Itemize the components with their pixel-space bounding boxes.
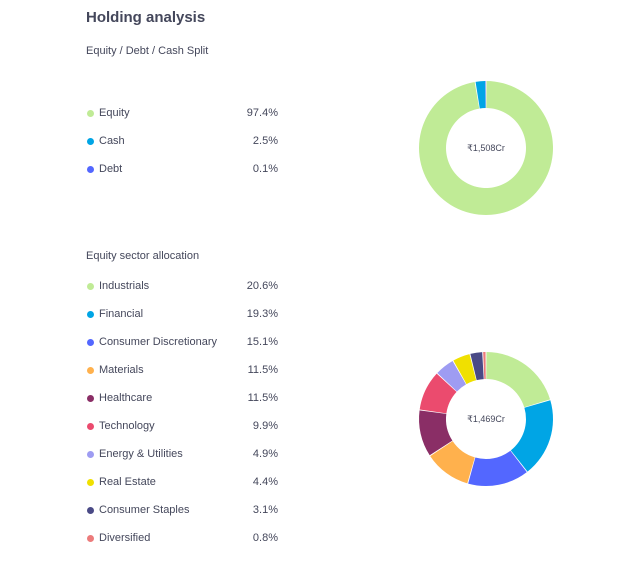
sector-donut-chart: ₹1,469Cr (419, 352, 553, 486)
legend-item-materials: Materials 11.5% (86, 356, 278, 384)
healthcare-color-dot (87, 394, 94, 402)
legend-item-healthcare: Healthcare 11.5% (86, 384, 278, 412)
donut-slice-financial (510, 400, 553, 472)
split-donut-chart: ₹1,508Cr (419, 81, 553, 215)
technology-color-dot (87, 422, 94, 430)
legend-value: 3.1% (252, 504, 278, 516)
split-subtitle: Equity / Debt / Cash Split (86, 45, 209, 57)
donut-slice-consumer-staples (470, 352, 484, 381)
donut-slice-cash (475, 81, 486, 109)
cash-color-dot (87, 137, 94, 145)
real-estate-color-dot (87, 478, 94, 486)
legend-label: Equity (99, 107, 130, 119)
donut-slice-diversified (483, 352, 486, 380)
consumer-staples-color-dot (87, 506, 94, 514)
legend-label: Consumer Staples (99, 504, 190, 516)
legend-label: Materials (99, 364, 144, 376)
legend-item-debt: Debt 0.1% (86, 155, 278, 183)
legend-label: Cash (99, 135, 125, 147)
legend-value: 11.5% (247, 364, 278, 376)
sector-subtitle: Equity sector allocation (86, 250, 200, 262)
legend-value: 15.1% (246, 336, 278, 348)
legend-value: 2.5% (252, 135, 278, 147)
legend-item-industrials: Industrials 20.6% (86, 272, 278, 300)
debt-color-dot (87, 165, 94, 173)
legend-value: 11.5% (247, 392, 278, 404)
donut-slice-energy-utilities (437, 360, 467, 392)
legend-value: 4.9% (252, 448, 278, 460)
holding-analysis-title: Holding analysis (86, 9, 206, 26)
donut-slice-real-estate (453, 354, 477, 385)
sector-center-label: ₹1,469Cr (467, 414, 505, 424)
legend-label: Technology (99, 420, 155, 432)
equity-color-dot (87, 109, 94, 117)
diversified-color-dot (87, 534, 94, 542)
donut-slice-materials (430, 441, 475, 484)
legend-item-financial: Financial 19.3% (86, 300, 278, 328)
donut-slice-consumer-discretionary (468, 450, 527, 486)
legend-item-real-estate: Real Estate 4.4% (86, 468, 278, 496)
consumer-discretionary-color-dot (87, 338, 94, 346)
legend-label: Healthcare (99, 392, 153, 404)
legend-item-technology: Technology 9.9% (86, 412, 278, 440)
split-center-label: ₹1,508Cr (467, 143, 505, 153)
legend-item-diversified: Diversified 0.8% (86, 524, 278, 552)
industrials-color-dot (87, 282, 94, 290)
donut-slice-healthcare (419, 410, 453, 456)
legend-item-equity: Equity 97.4% (86, 99, 278, 127)
legend-label: Financial (99, 308, 144, 320)
legend-item-consumer-staples: Consumer Staples 3.1% (86, 496, 278, 524)
legend-label: Industrials (99, 280, 150, 292)
legend-item-cash: Cash 2.5% (86, 127, 278, 155)
donut-slice-industrials (486, 352, 551, 408)
legend-label: Diversified (99, 532, 151, 544)
legend-label: Real Estate (99, 476, 156, 488)
legend-value: 0.8% (252, 532, 278, 544)
legend-value: 9.9% (252, 420, 278, 432)
legend-label: Energy & Utilities (99, 448, 183, 460)
legend-value: 0.1% (252, 163, 278, 175)
legend-value: 19.3% (246, 308, 278, 320)
donut-slice-technology (419, 373, 457, 414)
legend-value: 20.6% (246, 280, 278, 292)
donut-slice-equity (419, 81, 553, 215)
financial-color-dot (87, 310, 94, 318)
legend-value: 4.4% (252, 476, 278, 488)
legend-value: 97.4% (246, 107, 278, 119)
materials-color-dot (87, 366, 94, 374)
legend-label: Consumer Discretionary (99, 336, 217, 348)
energy-utilities-color-dot (87, 450, 94, 458)
split-legend: Equity 97.4% Cash 2.5% Debt 0.1% (86, 99, 278, 183)
legend-item-consumer-discretionary: Consumer Discretionary 15.1% (86, 328, 278, 356)
legend-item-energy-utilities: Energy & Utilities 4.9% (86, 440, 278, 468)
sector-legend: Industrials 20.6% Financial 19.3% Consum… (86, 272, 278, 552)
legend-label: Debt (99, 163, 123, 175)
